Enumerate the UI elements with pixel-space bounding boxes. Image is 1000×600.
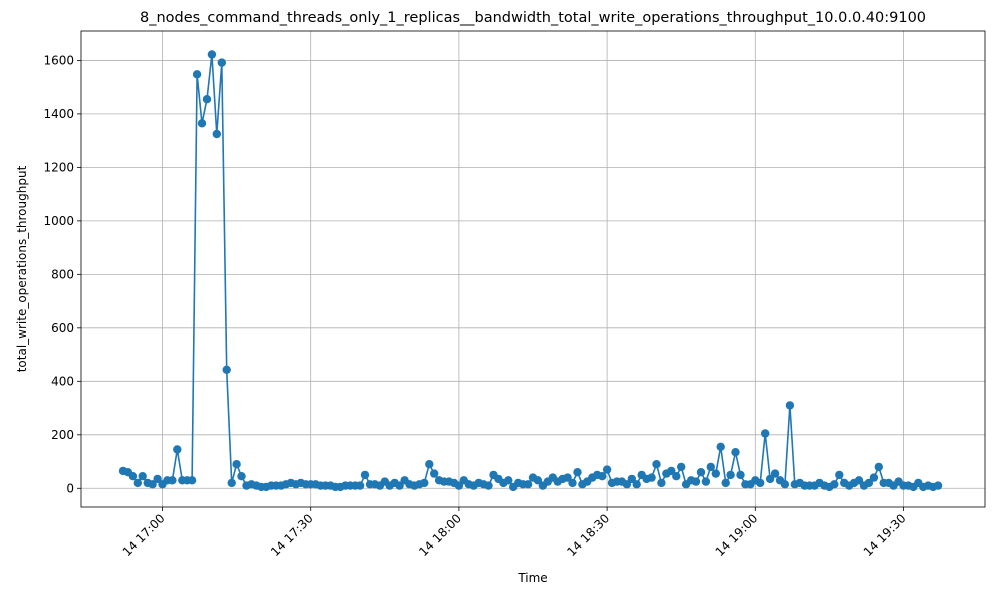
data-point xyxy=(933,481,943,490)
data-point xyxy=(237,472,246,481)
data-point xyxy=(835,470,844,480)
data-point xyxy=(133,478,142,488)
data-point xyxy=(425,460,434,469)
y-tick-label: 200 xyxy=(51,428,74,442)
data-point xyxy=(761,429,770,438)
y-tick-label: 800 xyxy=(51,267,74,281)
data-point xyxy=(627,474,636,484)
data-point xyxy=(207,50,217,59)
data-point xyxy=(360,470,370,480)
axes-frame xyxy=(80,30,986,508)
data-point xyxy=(153,474,162,484)
y-tick-label: 0 xyxy=(66,481,74,495)
data-point xyxy=(770,469,780,478)
data-point xyxy=(430,469,439,478)
plot-area xyxy=(118,50,943,492)
data-point xyxy=(721,478,730,488)
data-point xyxy=(138,472,147,481)
data-point xyxy=(736,470,745,480)
y-tick-label: 1200 xyxy=(43,160,74,174)
data-point xyxy=(711,469,720,478)
data-point xyxy=(647,473,656,482)
data-point xyxy=(420,478,429,488)
data-point xyxy=(568,478,577,488)
y-tick-label: 600 xyxy=(51,321,74,335)
data-point xyxy=(563,473,572,482)
data-point xyxy=(696,468,706,477)
data-point xyxy=(395,481,404,490)
data-point xyxy=(830,480,839,489)
y-tick-label: 1400 xyxy=(43,107,74,121)
data-point xyxy=(667,466,676,476)
data-point xyxy=(355,481,365,490)
x-tick-label: 14 19:30 xyxy=(861,511,909,559)
data-point xyxy=(173,445,182,454)
data-point xyxy=(657,478,666,488)
data-point xyxy=(756,478,765,488)
y-tick-label: 1600 xyxy=(43,53,74,67)
x-axis-label: Time xyxy=(517,571,547,585)
data-point xyxy=(484,481,493,490)
data-point xyxy=(701,477,711,486)
data-point xyxy=(504,476,513,485)
data-point xyxy=(765,474,775,484)
x-tick-label: 14 17:00 xyxy=(120,511,168,559)
data-point xyxy=(197,119,207,128)
data-point xyxy=(573,468,582,477)
data-point xyxy=(168,476,177,485)
x-tick-label: 14 18:00 xyxy=(416,511,464,559)
data-point xyxy=(731,448,740,457)
data-point xyxy=(192,70,202,79)
data-point xyxy=(598,472,607,481)
x-tick-label: 14 17:30 xyxy=(268,511,316,559)
data-point xyxy=(726,470,735,480)
data-point xyxy=(672,472,681,481)
data-point xyxy=(869,473,879,482)
data-point xyxy=(227,478,236,488)
data-point xyxy=(632,480,641,489)
data-point xyxy=(622,480,632,489)
x-tick-label: 14 18:30 xyxy=(564,511,612,559)
data-point xyxy=(864,478,874,488)
data-point xyxy=(677,462,686,472)
data-point xyxy=(222,365,231,374)
data-point xyxy=(523,480,533,489)
data-point xyxy=(454,481,464,490)
data-point xyxy=(148,480,157,489)
data-point xyxy=(706,462,715,472)
y-axis-label: total_write_operations_throughput xyxy=(15,165,29,372)
data-point xyxy=(652,460,661,469)
chart-title: 8_nodes_command_threads_only_1_replicas_… xyxy=(140,10,926,26)
data-point xyxy=(187,476,197,485)
data-point xyxy=(854,476,864,485)
data-point xyxy=(691,477,701,486)
data-point xyxy=(232,460,241,469)
data-point xyxy=(202,95,212,104)
data-point xyxy=(212,129,221,139)
data-point xyxy=(602,465,612,474)
series-line xyxy=(122,53,939,488)
data-point xyxy=(533,476,543,485)
x-tick-label: 14 19:00 xyxy=(713,511,761,559)
grid xyxy=(81,31,985,507)
data-point xyxy=(780,480,790,489)
data-point xyxy=(716,442,725,451)
y-tick-label: 400 xyxy=(51,374,74,388)
data-point xyxy=(217,58,226,67)
data-point xyxy=(785,401,795,410)
y-tick-label: 1000 xyxy=(43,214,74,228)
data-point xyxy=(128,472,138,481)
data-point xyxy=(874,462,883,472)
